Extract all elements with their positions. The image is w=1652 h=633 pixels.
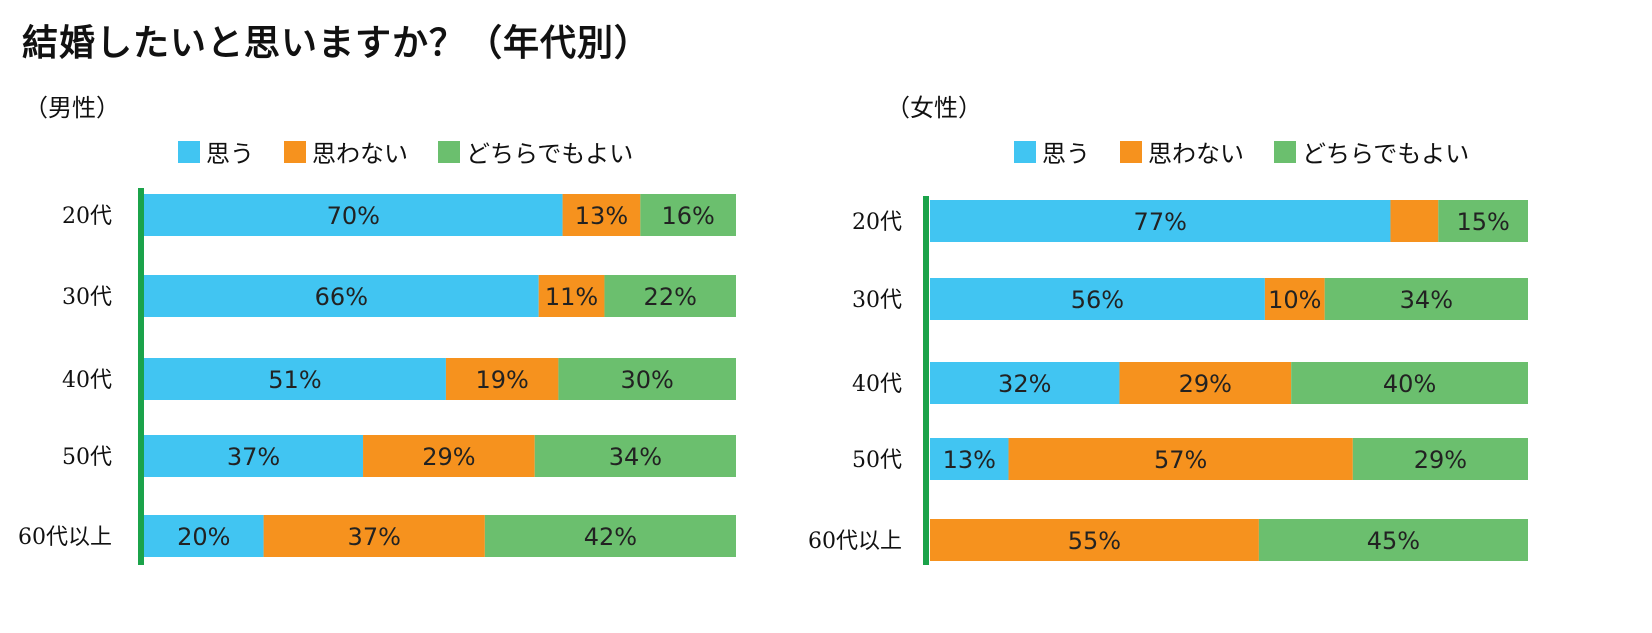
male-value-label-either-3: 30% [621,366,674,394]
female-bar-yes-3 [930,362,1120,404]
male-value-label-either-1: 16% [661,202,714,230]
female-bar-no-4 [1008,438,1353,480]
legend-item-no: 思わない [1120,134,1244,169]
female-bar-either-1 [1438,200,1528,242]
female-bar-no-5 [930,519,1259,561]
male-bar-either-1 [640,194,736,236]
female-value-label-no-2: 10% [1268,286,1321,314]
male-bar-no-4 [363,435,535,477]
male-y-axis-line [138,188,144,565]
male-category-label-1: 20代 [62,204,112,229]
legend-label-no: 思わない [1148,140,1244,168]
male-panel-title: （男性） [24,94,120,122]
female-value-label-yes-2: 56% [1071,286,1124,314]
legend-label-no: 思わない [312,140,408,168]
male-category-label-5: 60代以上 [18,525,112,550]
female-value-label-yes-4: 13% [943,446,996,474]
legend-swatch-no [1120,140,1142,163]
female-value-label-either-3: 40% [1383,370,1436,398]
legend-swatch-no [284,140,306,163]
female-panel-title: （女性） [886,94,982,122]
legend-swatch-yes [1014,140,1036,163]
female-y-axis-line [923,196,929,565]
male-value-label-no-3: 19% [475,366,528,394]
male-value-label-no-1: 13% [575,202,628,230]
female-category-label-2: 30代 [852,288,902,313]
male-value-label-either-5: 42% [584,523,637,551]
male-value-label-yes-5: 20% [177,523,230,551]
female-bar-no-3 [1119,362,1292,404]
female-value-label-no-3: 29% [1179,370,1232,398]
male-bar-no-5 [263,515,485,557]
male-value-label-either-4: 34% [609,443,662,471]
female-value-label-yes-3: 32% [998,370,1051,398]
male-bar-no-1 [562,194,641,236]
male-bar-either-3 [558,358,736,400]
female-category-label-4: 50代 [852,448,902,473]
male-value-label-either-2: 22% [644,283,697,311]
legend-item-either: どちらでもよい [1274,134,1469,169]
legend-label-yes: 思う [1042,140,1090,168]
female-bar-no-2 [1264,278,1325,320]
female-panel: （女性） 思う 思わない どちらでもよい 77% 15% 20代 56% 10% 34% 3… [808,0,1626,633]
male-value-label-yes-2: 66% [315,283,368,311]
female-bar-yes-4 [930,438,1009,480]
legend-item-yes: 思う [178,134,254,169]
female-category-label-1: 20代 [852,210,902,235]
male-chart: 70% 13% 16% 20代 66% 11% 22% 30代 51% 19% 30% 40代 37% 2… [18,188,736,565]
female-value-label-either-1: 15% [1456,208,1509,236]
male-bar-no-3 [445,358,559,400]
legend-label-either: どちらでもよい [466,140,634,168]
male-category-label-4: 50代 [62,445,112,470]
legend-item-either: どちらでもよい [438,134,633,169]
female-bar-yes-1 [930,200,1391,242]
female-value-label-either-2: 34% [1400,286,1453,314]
male-bar-either-4 [534,435,736,477]
female-bar-either-2 [1324,278,1528,320]
male-category-label-2: 30代 [62,285,112,310]
legend-swatch-either [438,140,460,163]
female-bar-either-3 [1291,362,1528,404]
male-bar-yes-5 [144,515,264,557]
male-value-label-no-4: 29% [422,443,475,471]
male-value-label-yes-3: 51% [268,366,321,394]
male-bar-no-2 [538,275,605,317]
male-bar-yes-4 [144,435,364,477]
legend-label-either: どちらでもよい [1302,140,1470,168]
male-bar-either-5 [484,515,736,557]
female-value-label-either-5: 45% [1367,527,1420,555]
female-category-label-3: 40代 [852,372,902,397]
male-bar-either-2 [604,275,736,317]
legend-item-yes: 思う [1014,134,1090,169]
female-bar-either-5 [1258,519,1528,561]
male-value-label-yes-4: 37% [227,443,280,471]
female-value-label-yes-1: 77% [1134,208,1187,236]
male-value-label-no-5: 37% [348,523,401,551]
male-value-label-no-2: 11% [545,283,598,311]
legend-label-yes: 思う [206,140,254,168]
female-bar-either-4 [1352,438,1528,480]
legend-swatch-yes [178,140,200,163]
male-bar-yes-3 [144,358,446,400]
male-panel: （男性） 思う 思わない どちらでもよい 70% 13% 16% 20代 66% 11% 2… [0,0,800,633]
female-chart: 77% 15% 20代 56% 10% 34% 30代 32% 29% 40% 40代 13% 57% 2… [808,196,1528,565]
female-value-label-no-4: 57% [1154,446,1207,474]
female-value-label-no-5: 55% [1068,527,1121,555]
female-bar-no-1 [1390,200,1439,242]
legend-item-no: 思わない [284,134,408,169]
female-legend: 思う 思わない どちらでもよい [1014,134,1499,169]
legend-swatch-either [1274,140,1296,163]
female-value-label-either-4: 29% [1414,446,1467,474]
male-category-label-3: 40代 [62,368,112,393]
male-legend: 思う 思わない どちらでもよい [178,134,663,169]
female-category-label-5: 60代以上 [808,529,902,554]
male-bar-yes-1 [144,194,563,236]
female-bar-yes-2 [930,278,1265,320]
male-bar-yes-2 [144,275,539,317]
male-value-label-yes-1: 70% [327,202,380,230]
page-title: 結婚したいと思いますか？（年代別） [22,22,652,64]
